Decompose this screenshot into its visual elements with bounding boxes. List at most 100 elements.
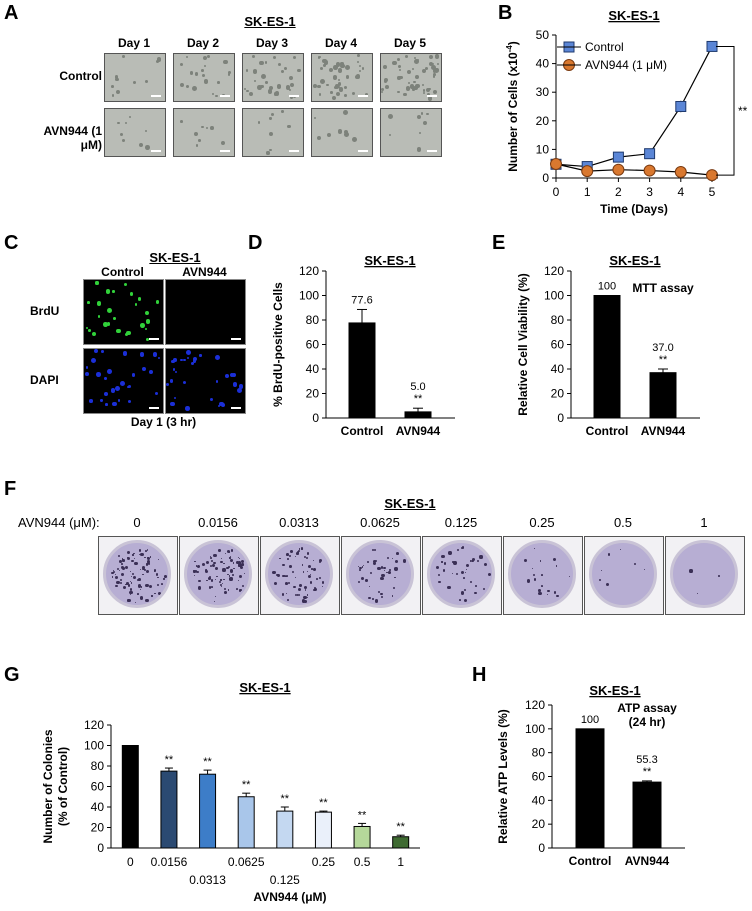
colony [365,579,368,583]
colony [523,559,527,562]
y-tick-label: 80 [551,313,565,327]
colony [237,561,241,565]
colony [243,572,245,575]
colony [391,595,394,597]
nucleus [145,319,151,324]
nucleus [187,356,190,359]
colony [605,583,609,587]
culture-well [508,540,576,608]
category-label: 0.0313 [189,873,226,887]
colony [470,559,474,563]
colony [131,591,134,594]
colony [202,562,206,566]
scale-bar [220,150,230,152]
well-image [422,536,502,615]
colony [391,557,394,560]
cell-speck [191,86,197,92]
x-tick-label: 4 [677,185,684,199]
micrograph [173,53,235,102]
nucleus [84,371,89,376]
colony [298,593,301,596]
colony [229,557,231,559]
y-tick-label: 40 [306,362,320,376]
data-point [612,151,624,163]
colony [313,587,317,591]
colony [303,585,308,589]
colony [237,580,239,582]
cell-speck [129,115,132,118]
colony [442,569,446,572]
colony [463,599,467,603]
cell-speck [185,84,189,89]
nucleus [174,371,177,374]
colony [130,588,133,591]
colony [546,594,549,596]
cell-speck [430,64,436,70]
colony [214,567,218,571]
colony [230,569,234,573]
well-image [665,536,745,615]
cell-speck [244,87,247,91]
colony [224,552,226,554]
scale-bar [358,150,368,152]
colony [214,595,217,598]
colony [130,576,132,578]
nucleus [113,317,116,320]
y-tick-label: 0 [542,171,549,185]
bar [392,836,410,849]
colony [600,569,603,572]
colony [233,562,235,564]
colony [129,590,133,595]
colony [294,594,297,597]
cell-speck [156,57,162,62]
y-tick-label: 40 [91,800,105,814]
nucleus [148,369,154,375]
cell-speck [277,62,282,67]
colony [157,591,161,595]
cell-speck [351,137,357,142]
colony [395,559,399,563]
cell-speck [313,83,317,88]
nucleus [127,386,130,389]
fluor-image [83,279,164,345]
colony [205,568,208,570]
colony [143,568,147,572]
colony [211,586,214,589]
scale-bar [151,95,161,97]
cell-speck [322,58,327,63]
colony [386,556,390,560]
cell-speck [221,141,226,145]
nucleus [85,326,88,329]
colony [308,564,312,569]
nucleus [191,362,195,366]
category-label: 1 [397,855,404,869]
nucleus [120,381,126,387]
colony [230,549,233,552]
colony [273,582,277,585]
colony [463,588,466,591]
scale-bar [289,150,299,152]
nucleus [130,292,134,296]
nucleus [110,388,116,393]
legend-label: Control [585,40,624,54]
colony [303,600,307,603]
cell-speck [290,96,294,100]
cell-speck [203,64,207,67]
cell-speck [202,55,207,60]
colony [239,574,243,578]
y-tick-label: 80 [306,313,320,327]
concentration-label: 0.0625 [360,515,400,530]
y-tick-label: 80 [91,759,105,773]
colony [219,560,223,564]
panel-c-letter: C [4,232,19,254]
colony [465,563,469,567]
colony [223,562,225,564]
colony [132,554,134,556]
colony [111,576,113,578]
colony [130,582,132,584]
colony [303,597,306,600]
colony [208,586,212,589]
cell-speck [227,71,231,75]
colony [285,592,287,594]
category-label: 0.25 [312,855,336,869]
